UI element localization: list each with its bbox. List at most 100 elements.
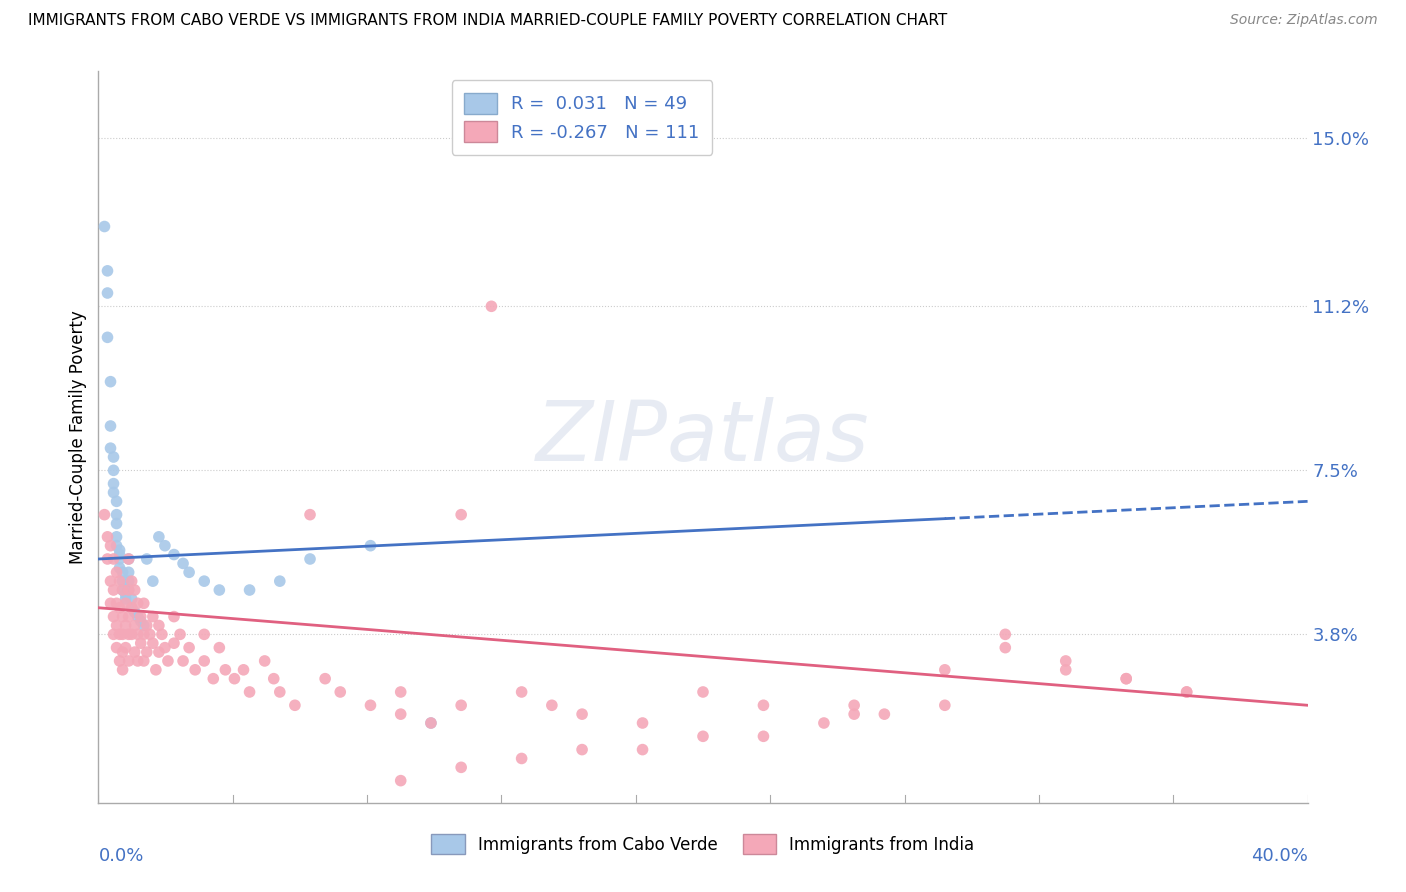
Point [142,574,165,589]
Point [118,574,141,589]
Point [127,596,149,610]
Point [540,698,562,713]
Point [1175,685,1198,699]
Legend: Immigrants from Cabo Verde, Immigrants from India: Immigrants from Cabo Verde, Immigrants f… [425,828,981,860]
Point [93,219,115,234]
Point [105,516,128,531]
Point [108,574,131,589]
Point [111,582,134,597]
Point [108,600,131,615]
Point [118,627,141,641]
Point [420,716,443,731]
Point [111,574,134,589]
Point [124,582,146,597]
Point [1175,685,1198,699]
Point [118,654,141,668]
Point [420,716,443,731]
Point [111,566,134,580]
Point [571,707,593,722]
Point [127,609,149,624]
Point [631,716,654,731]
Point [314,672,336,686]
Point [114,618,136,632]
Point [132,618,155,632]
Point [100,574,122,589]
Point [269,574,291,589]
Point [118,582,141,597]
Point [994,627,1017,641]
Point [239,582,262,597]
Point [169,627,191,641]
Point [105,596,128,610]
Point [156,654,179,668]
Point [232,663,254,677]
Point [934,698,956,713]
Point [179,640,201,655]
Point [105,539,128,553]
Point [108,654,131,668]
Point [208,640,231,655]
Point [193,627,215,641]
Point [103,582,125,597]
Point [873,707,896,722]
Point [103,485,125,500]
Point [114,640,136,655]
Point [142,609,165,624]
Point [105,618,128,632]
Point [114,596,136,610]
Point [118,566,141,580]
Point [139,627,162,641]
Point [96,285,118,300]
Point [114,591,136,606]
Point [103,627,125,641]
Point [1115,672,1137,686]
Point [129,614,152,628]
Point [692,729,714,743]
Point [329,685,352,699]
Point [108,543,131,558]
Point [1054,654,1077,668]
Point [269,685,291,699]
Point [148,645,170,659]
Point [118,552,141,566]
Point [124,618,146,632]
Point [163,548,186,562]
Point [163,636,186,650]
Point [253,654,276,668]
Point [124,645,146,659]
Point [510,685,533,699]
Point [934,663,956,677]
Point [148,530,170,544]
Point [844,707,866,722]
Point [450,508,472,522]
Point [150,627,173,641]
Point [118,552,141,566]
Text: Source: ZipAtlas.com: Source: ZipAtlas.com [1230,13,1378,28]
Point [103,609,125,624]
Point [108,548,131,562]
Text: ZIPatlas: ZIPatlas [536,397,870,477]
Y-axis label: Married-Couple Family Poverty: Married-Couple Family Poverty [69,310,87,564]
Text: 40.0%: 40.0% [1251,847,1308,864]
Point [752,729,775,743]
Point [96,530,118,544]
Point [103,476,125,491]
Point [100,596,122,610]
Point [121,600,143,615]
Point [103,552,125,566]
Point [450,760,472,774]
Point [111,645,134,659]
Point [263,672,285,686]
Point [96,330,118,344]
Point [108,561,131,575]
Point [132,596,155,610]
Point [100,539,122,553]
Point [145,663,167,677]
Point [100,441,122,455]
Point [148,618,170,632]
Point [135,618,157,632]
Point [172,654,194,668]
Point [184,663,207,677]
Point [111,609,134,624]
Text: IMMIGRANTS FROM CABO VERDE VS IMMIGRANTS FROM INDIA MARRIED-COUPLE FAMILY POVERT: IMMIGRANTS FROM CABO VERDE VS IMMIGRANTS… [28,13,948,29]
